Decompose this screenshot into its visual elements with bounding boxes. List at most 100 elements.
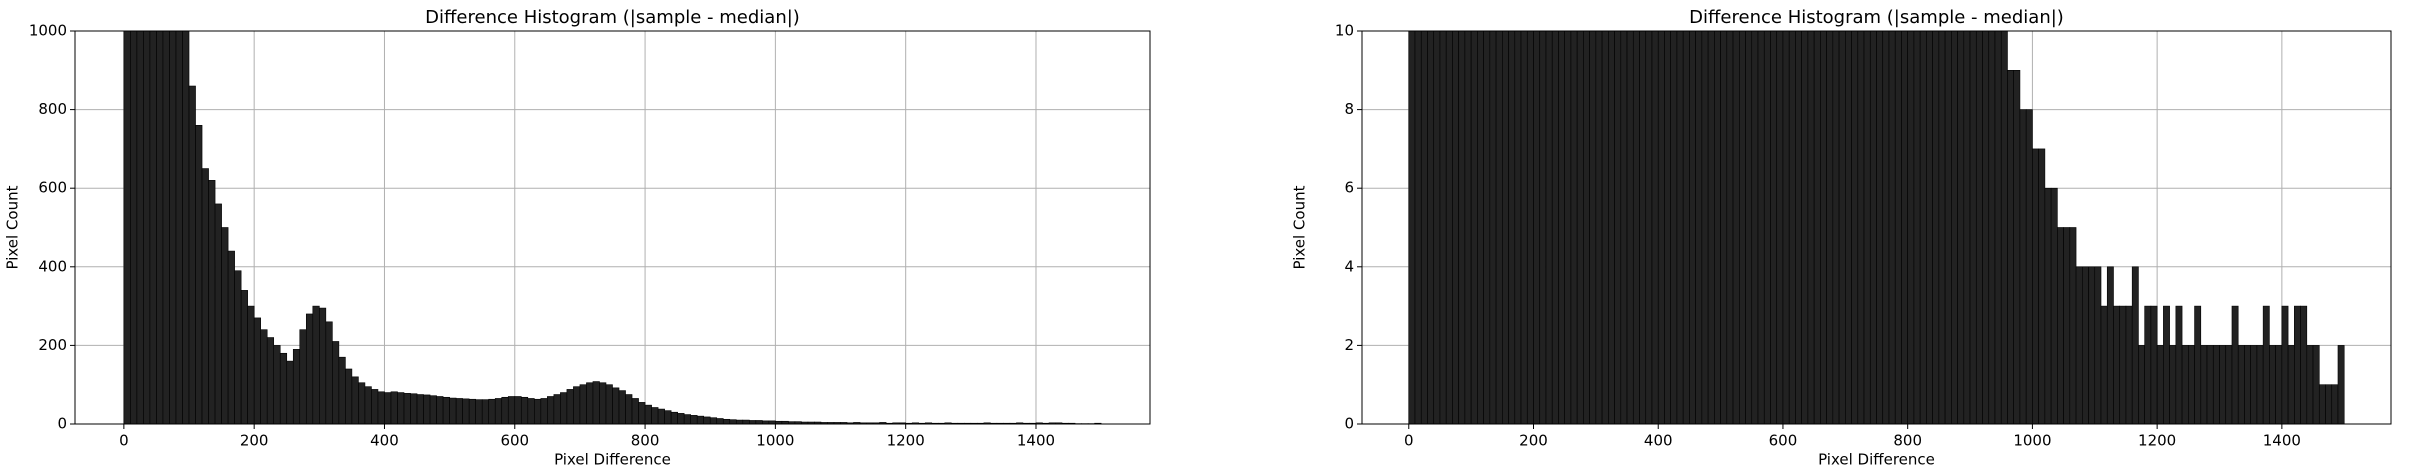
bar	[2125, 305, 2133, 424]
x-tick-label: 800	[631, 432, 660, 450]
bar	[1732, 31, 1740, 424]
bar	[605, 384, 613, 424]
bar	[377, 391, 385, 424]
bar	[2138, 345, 2145, 424]
bar	[1508, 31, 1516, 424]
bar	[2144, 305, 2152, 424]
bar	[703, 416, 711, 424]
bar	[1969, 31, 1977, 424]
bar	[2294, 305, 2301, 424]
bar	[1595, 31, 1603, 424]
bar	[1751, 31, 1759, 424]
bar	[253, 317, 261, 424]
bar	[553, 394, 561, 424]
bar	[2119, 305, 2127, 424]
bar	[1477, 31, 1484, 424]
bar	[169, 31, 177, 424]
bar	[1470, 31, 1478, 424]
bar	[1901, 31, 1908, 424]
bar	[729, 419, 737, 424]
bar	[1551, 31, 1559, 424]
bar	[2219, 345, 2227, 424]
bar	[2100, 305, 2108, 424]
bar	[1757, 31, 1765, 424]
bar	[1832, 31, 1840, 424]
bar	[618, 390, 626, 424]
bar	[1782, 31, 1790, 424]
bar	[670, 411, 678, 424]
bar	[612, 387, 620, 424]
y-tick-label: 10	[1335, 22, 1354, 40]
bar	[266, 337, 275, 424]
bar	[1564, 31, 1572, 424]
bar	[560, 392, 568, 424]
bar	[2131, 266, 2139, 424]
bar	[2281, 305, 2289, 424]
bars	[123, 31, 1102, 424]
bar	[455, 398, 463, 424]
bar	[1558, 31, 1565, 424]
bar	[1795, 31, 1802, 424]
bar	[475, 399, 483, 424]
bar	[162, 31, 170, 424]
x-tick-label: 400	[1644, 432, 1673, 450]
bar	[1863, 31, 1871, 424]
bar	[722, 418, 731, 424]
bar	[1502, 31, 1509, 424]
bar	[664, 410, 672, 424]
bar	[2318, 384, 2326, 424]
bar	[436, 396, 444, 424]
x-axis-label: Pixel Difference	[1818, 451, 1935, 469]
bar	[1589, 31, 1597, 424]
bar	[1888, 31, 1896, 424]
bar	[1994, 31, 2002, 424]
bar	[1626, 31, 1634, 424]
bar	[540, 398, 548, 424]
bar	[2032, 148, 2039, 424]
bar	[240, 290, 248, 424]
bar	[1682, 31, 1690, 424]
bar	[175, 31, 183, 424]
bar	[1689, 31, 1696, 424]
bar	[586, 382, 594, 424]
bar	[2063, 227, 2071, 424]
bar	[1720, 31, 1728, 424]
bar	[1458, 31, 1466, 424]
bar	[638, 402, 646, 424]
bar	[2013, 70, 2021, 424]
bar	[1851, 31, 1859, 424]
bar	[247, 305, 255, 424]
bar	[1645, 31, 1653, 424]
bar	[410, 393, 418, 424]
bar	[292, 349, 301, 424]
x-tick-label: 600	[1769, 432, 1798, 450]
bar	[403, 393, 411, 424]
bar	[2000, 31, 2008, 424]
bar	[690, 415, 698, 424]
bar	[534, 398, 542, 424]
y-tick-label: 0	[1344, 415, 1354, 433]
bar	[696, 415, 705, 424]
bar	[2250, 345, 2258, 424]
bar	[1845, 31, 1852, 424]
bar	[273, 345, 281, 424]
bar	[305, 313, 314, 424]
bar	[201, 168, 209, 424]
bar	[709, 417, 718, 424]
bar	[358, 382, 366, 424]
bar	[1657, 31, 1665, 424]
bar	[2231, 305, 2239, 424]
y-axis-label: Pixel Count	[4, 185, 22, 269]
bar	[1739, 31, 1746, 424]
bar	[234, 270, 242, 424]
bar	[1820, 31, 1827, 424]
y-tick-label: 200	[38, 336, 67, 354]
bars	[1408, 31, 2345, 424]
bar	[279, 352, 288, 424]
bar	[2082, 266, 2089, 424]
bar	[1570, 31, 1578, 424]
bar	[1701, 31, 1709, 424]
bar	[1608, 31, 1615, 424]
y-tick-label: 8	[1344, 100, 1354, 118]
bar	[2169, 345, 2177, 424]
